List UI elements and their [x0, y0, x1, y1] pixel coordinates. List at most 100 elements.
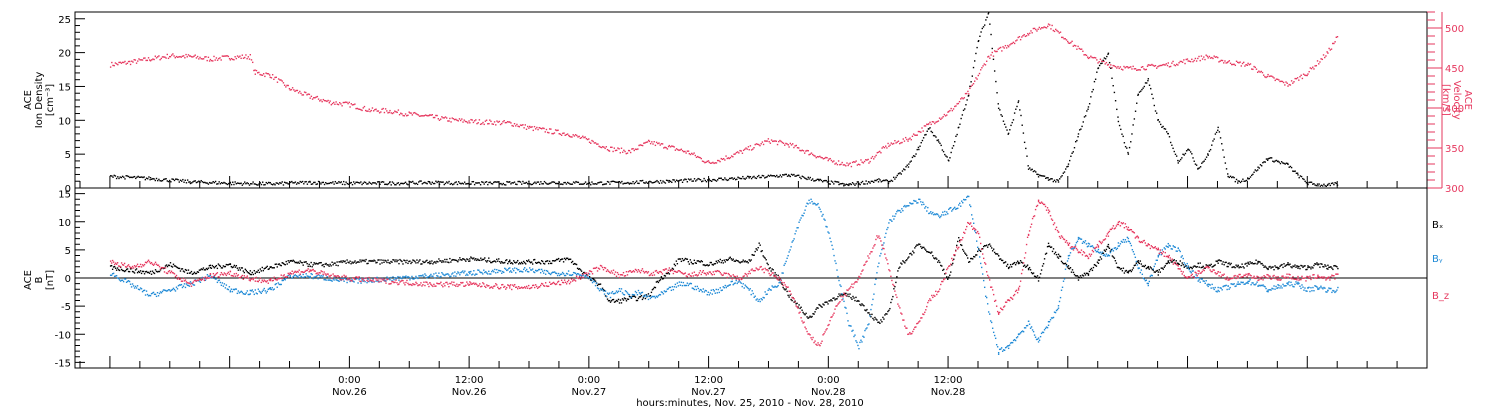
velocity-point — [242, 57, 245, 59]
density-point — [1143, 85, 1146, 88]
density-point — [435, 180, 437, 182]
velocity-point — [375, 108, 377, 110]
density-point — [170, 181, 172, 183]
velocity-point — [1329, 49, 1332, 51]
velocity-point — [511, 124, 513, 127]
bx-point — [1256, 263, 1258, 265]
velocity-point — [972, 83, 975, 85]
by-point — [839, 284, 841, 286]
bottom-left-tick-label: 5 — [65, 246, 71, 257]
density-point — [323, 183, 326, 186]
by-point — [1213, 288, 1215, 291]
density-point — [497, 181, 500, 183]
velocity-point — [158, 55, 160, 57]
by-point — [199, 281, 202, 283]
bx-point — [186, 272, 189, 274]
velocity-point — [673, 146, 675, 148]
by-point — [246, 290, 249, 292]
bx-point — [291, 260, 293, 262]
by-point — [938, 215, 940, 217]
by-point — [568, 274, 571, 276]
by-point — [467, 274, 469, 276]
bx-point — [865, 309, 867, 312]
by-point — [866, 327, 868, 329]
bx-point — [465, 260, 467, 262]
by-point — [465, 274, 467, 277]
density-point — [148, 176, 150, 178]
by-point — [923, 203, 925, 206]
density-point — [563, 181, 565, 184]
velocity-point — [930, 123, 932, 126]
bx-point — [188, 272, 191, 274]
by-point — [1155, 259, 1158, 261]
by-point — [1262, 284, 1264, 286]
by-point — [935, 213, 937, 216]
by-point — [1141, 273, 1144, 276]
by-point — [1309, 290, 1311, 293]
bx-point — [171, 266, 174, 268]
velocity-point — [1004, 44, 1007, 47]
velocity-point — [1333, 42, 1335, 45]
by-point — [1010, 341, 1013, 344]
bx-point — [1105, 248, 1108, 251]
velocity-point — [1079, 48, 1082, 50]
bx-point — [1034, 275, 1037, 278]
bx-point — [1143, 265, 1146, 268]
velocity-point — [741, 152, 744, 154]
density-point — [295, 183, 298, 185]
velocity-point — [898, 142, 901, 145]
by-point — [523, 268, 525, 271]
density-point — [471, 181, 473, 183]
by-point — [1096, 250, 1099, 253]
density-point — [690, 178, 692, 180]
by-point — [1148, 280, 1151, 283]
velocity-point — [794, 145, 796, 147]
by-point — [803, 212, 805, 214]
velocity-point — [154, 55, 157, 57]
bx-point — [311, 266, 313, 268]
by-point — [469, 271, 471, 273]
velocity-point — [659, 144, 661, 146]
density-point — [774, 175, 777, 178]
by-point — [158, 292, 161, 295]
velocity-point — [1077, 45, 1079, 48]
density-point — [877, 181, 880, 183]
bx-point — [385, 260, 387, 262]
density-point — [839, 183, 841, 185]
bx-point — [341, 261, 343, 264]
bx-point — [712, 264, 714, 266]
density-point — [571, 183, 574, 185]
velocity-point — [1189, 60, 1192, 63]
bx-point — [1078, 276, 1081, 279]
bx-point — [804, 314, 806, 316]
by-point — [673, 286, 676, 288]
density-point — [538, 183, 541, 185]
bx-point — [621, 298, 624, 300]
bx-point — [1104, 250, 1107, 252]
bx-point — [1067, 265, 1070, 267]
density-point — [543, 180, 546, 183]
density-point — [523, 182, 525, 184]
velocity-point — [131, 60, 133, 62]
velocity-point — [934, 122, 936, 125]
density-point — [1178, 160, 1181, 162]
velocity-point — [218, 57, 220, 60]
bx-point — [659, 279, 662, 281]
bx-point — [545, 260, 548, 262]
bx-point — [1057, 257, 1060, 259]
velocity-point — [170, 54, 173, 56]
bx-point — [1271, 266, 1273, 268]
bx-point — [365, 258, 367, 261]
by-point — [1218, 290, 1220, 293]
by-point — [943, 214, 945, 216]
velocity-point — [591, 139, 593, 142]
bz-point — [149, 262, 152, 265]
bx-point — [384, 259, 386, 262]
bx-point — [383, 261, 385, 264]
density-point — [819, 178, 821, 181]
density-point — [436, 181, 438, 184]
density-point — [1247, 178, 1249, 180]
velocity-point — [503, 119, 505, 122]
bx-point — [652, 288, 655, 290]
by-point — [1183, 262, 1185, 264]
